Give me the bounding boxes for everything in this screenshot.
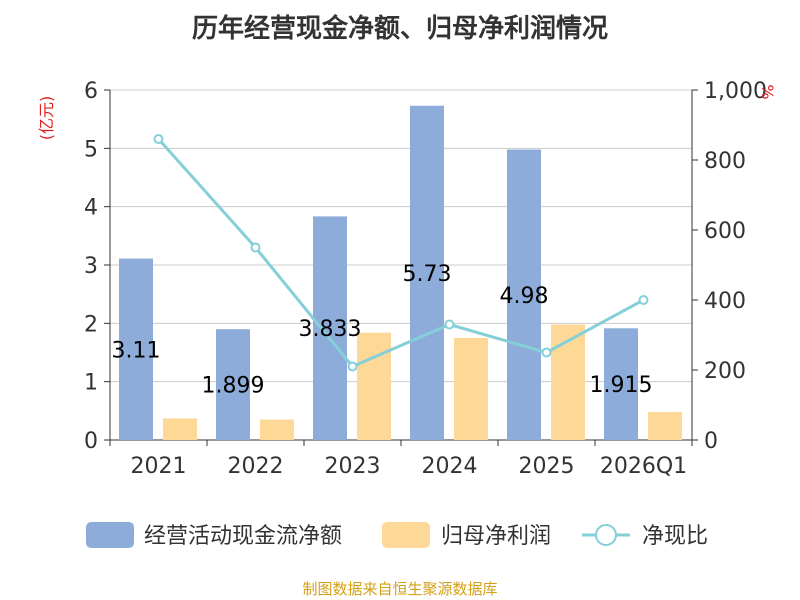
bar-net-profit (454, 337, 488, 440)
data-label-cash-flow: 1.915 (590, 373, 653, 398)
bar-net-profit (648, 412, 682, 440)
y-left-tick-label: 4 (84, 196, 98, 221)
legend-label-net-profit: 归母净利润 (441, 524, 551, 549)
bar-net-profit (551, 324, 585, 440)
bar-cash-flow (604, 328, 638, 440)
line-ratio-point (153, 134, 164, 144)
legend-swatch-net-profit (382, 522, 430, 548)
y-right-tick-label: 600 (704, 219, 746, 244)
line-ratio-point (347, 361, 358, 372)
y-left-tick-label: 5 (84, 137, 98, 162)
x-tick-label: 2024 (422, 454, 478, 479)
data-label-cash-flow: 1.899 (202, 374, 265, 399)
x-tick-label: 2025 (519, 454, 575, 479)
legend-label-cash-flow: 经营活动现金流净额 (144, 524, 342, 549)
line-ratio-point (638, 295, 649, 305)
y-left-tick-label: 1 (84, 371, 98, 396)
y-right-tick-label: 400 (704, 289, 746, 314)
y-right-tick-label: 1,000 (704, 79, 767, 104)
line-ratio-point (444, 319, 455, 330)
y-right-tick-label: 800 (704, 149, 746, 174)
x-tick-label: 2026Q1 (600, 454, 687, 479)
x-tick-label: 2021 (131, 454, 187, 479)
y-left-tick-label: 3 (84, 254, 98, 279)
bar-cash-flow (410, 105, 444, 440)
line-ratio-point (541, 347, 552, 358)
legend-swatch-ratio-marker (595, 524, 617, 546)
x-tick-label: 2022 (228, 454, 284, 479)
y-left-tick-label: 0 (84, 429, 98, 454)
data-label-cash-flow: 5.73 (403, 262, 452, 287)
line-ratio (157, 138, 645, 369)
legend-label-ratio: 净现比 (642, 524, 708, 549)
x-tick-label: 2023 (325, 454, 381, 479)
y-left-tick-label: 6 (84, 79, 98, 104)
bar-net-profit (163, 418, 197, 440)
data-label-cash-flow: 3.833 (299, 317, 362, 342)
bar-cash-flow (119, 258, 153, 440)
y-right-tick-label: 0 (704, 429, 718, 454)
y-left-unit: (亿元) (37, 96, 56, 141)
source-note: 制图数据来自恒生聚源数据库 (302, 580, 498, 598)
line-ratio-point (250, 242, 261, 253)
bar-net-profit (260, 419, 294, 440)
legend-swatch-cash-flow (86, 522, 134, 548)
bar-cash-flow (507, 149, 541, 440)
chart-title: 历年经营现金净额、归母净利润情况 (191, 14, 608, 44)
data-label-cash-flow: 3.11 (112, 338, 161, 363)
y-right-unit: % (758, 84, 777, 99)
bar-cash-flow (216, 329, 250, 440)
bar-net-profit (357, 332, 391, 440)
data-label-cash-flow: 4.98 (500, 284, 549, 309)
y-right-tick-label: 200 (704, 359, 746, 384)
bar-cash-flow (313, 216, 347, 440)
y-left-tick-label: 2 (84, 312, 98, 337)
